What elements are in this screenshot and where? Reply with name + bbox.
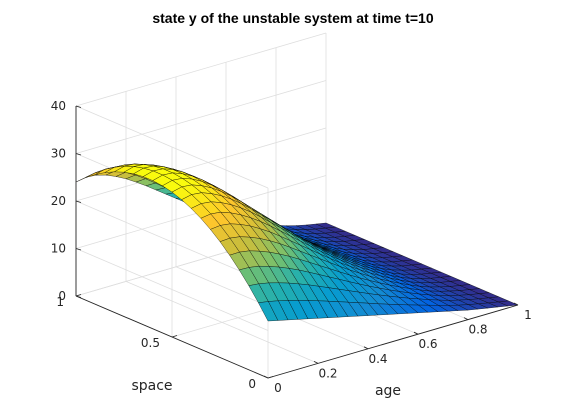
age-tick-label: 0.6 [418,337,437,351]
z-axis-ticks: 0 10 20 30 40 [51,99,82,303]
back-wall-gridline [75,80,327,154]
z-tick-label: 40 [51,99,66,113]
space-axis-ticks: 00.51 [56,294,274,391]
z-tick-label: 20 [51,194,66,208]
back-wall-gridline [75,127,327,202]
age-tick-mark [363,346,369,350]
z-tick-mark [75,153,82,156]
age-tick-mark [463,317,469,321]
age-tick-mark [513,302,519,306]
age-axis-label: age [375,383,401,399]
age-axis-ticks: 0 0.2 0.4 0.6 0.8 1 [263,302,532,395]
space-tick-mark [267,376,274,379]
z-tick-mark [75,295,82,298]
space-tick-label: 0.5 [141,336,160,350]
age-tick-label: 0.4 [368,352,387,366]
z-tick-mark [75,105,82,108]
surface-patch [498,300,519,307]
age-tick-label: 0.2 [318,366,337,380]
z-tick-label: 0 [58,289,66,303]
chart-title: state y of the unstable system at time t… [152,10,433,26]
z-tick-label: 30 [51,147,66,161]
space-tick-mark [75,294,82,297]
surface-plot [75,163,519,322]
age-tick-label: 0 [274,381,282,395]
space-tick-mark [171,335,178,338]
age-tick-mark [313,360,319,364]
age-tick-mark [263,375,269,379]
space-tick-label: 0 [248,377,256,391]
age-axis-line [267,304,519,379]
space-tick-label: 1 [56,295,64,309]
space-axis-label: space [131,378,172,394]
age-tick-mark [413,331,419,335]
z-tick-mark [75,248,82,251]
z-tick-mark [75,200,82,203]
age-tick-label: 1 [524,308,532,322]
z-tick-label: 10 [51,242,66,256]
back-wall-gridline [75,32,327,107]
age-tick-label: 0.8 [468,323,487,337]
